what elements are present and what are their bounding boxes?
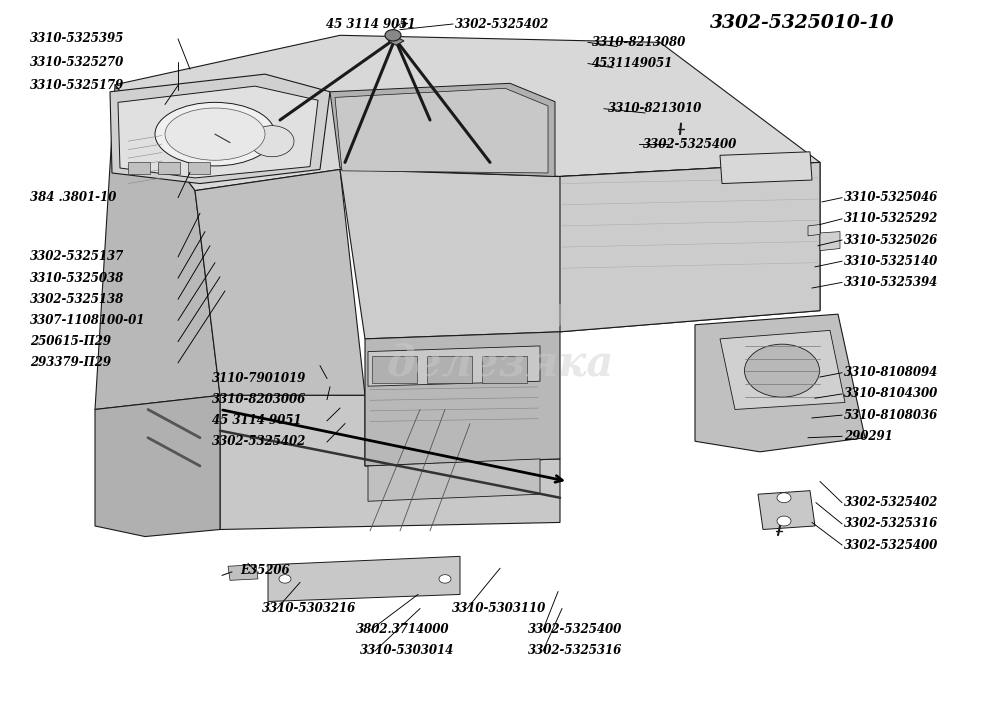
Text: 3310-8213010: 3310-8213010 — [608, 102, 702, 115]
Polygon shape — [368, 346, 540, 386]
Ellipse shape — [155, 102, 275, 166]
Text: 3110-7901019: 3110-7901019 — [212, 372, 306, 385]
Bar — [128, 162, 150, 174]
Polygon shape — [95, 395, 220, 537]
Polygon shape — [110, 74, 330, 184]
Text: 3310-5325395: 3310-5325395 — [30, 32, 124, 45]
Text: 3310-5303216: 3310-5303216 — [262, 602, 356, 615]
Polygon shape — [695, 314, 865, 452]
Text: 3302-5325316: 3302-5325316 — [844, 517, 938, 530]
Text: 4531149051: 4531149051 — [592, 57, 673, 70]
Circle shape — [250, 126, 294, 157]
Polygon shape — [335, 88, 548, 173]
Polygon shape — [720, 152, 812, 184]
Polygon shape — [220, 395, 560, 530]
Polygon shape — [228, 565, 258, 580]
Polygon shape — [330, 83, 555, 176]
Polygon shape — [118, 86, 318, 178]
Polygon shape — [368, 459, 540, 501]
Polygon shape — [115, 35, 820, 191]
Text: 384 .3801-10: 384 .3801-10 — [30, 191, 116, 204]
Ellipse shape — [165, 108, 265, 160]
Text: 3310-8108094: 3310-8108094 — [844, 366, 938, 379]
Polygon shape — [808, 225, 820, 236]
Text: планета
делезяка: планета делезяка — [386, 294, 614, 384]
Circle shape — [385, 30, 401, 41]
Polygon shape — [268, 556, 460, 602]
Text: 3310-5325179: 3310-5325179 — [30, 79, 124, 92]
Text: 293379-П29: 293379-П29 — [30, 357, 111, 369]
Text: 3802.3714000: 3802.3714000 — [356, 623, 450, 636]
Polygon shape — [95, 85, 220, 409]
Text: 3302-5325402: 3302-5325402 — [212, 436, 306, 448]
Text: 45 3114 9051: 45 3114 9051 — [326, 18, 416, 30]
Text: 45 3114 9051: 45 3114 9051 — [212, 414, 302, 427]
Polygon shape — [195, 169, 365, 395]
Text: 5310-8108036: 5310-8108036 — [844, 409, 938, 421]
Text: 3310-5325046: 3310-5325046 — [844, 191, 938, 204]
Ellipse shape — [744, 345, 820, 397]
Circle shape — [777, 516, 791, 526]
Text: 3302-5325316: 3302-5325316 — [528, 645, 622, 657]
Text: 3302-5325402: 3302-5325402 — [844, 496, 938, 509]
Text: 3302-5325137: 3302-5325137 — [30, 251, 124, 263]
Polygon shape — [820, 232, 840, 251]
Text: 250615-П29: 250615-П29 — [30, 335, 111, 348]
Bar — [372, 356, 417, 383]
Text: 3310-5325026: 3310-5325026 — [844, 234, 938, 246]
Polygon shape — [758, 491, 815, 530]
Text: 3310-5303110: 3310-5303110 — [452, 602, 546, 615]
Text: 3302-5325010-10: 3302-5325010-10 — [710, 13, 895, 32]
Text: 3307-1108100-01: 3307-1108100-01 — [30, 314, 145, 327]
Text: 3310-8213080: 3310-8213080 — [592, 36, 686, 49]
Circle shape — [777, 493, 791, 503]
Text: 3310-8104300: 3310-8104300 — [844, 388, 938, 400]
Text: 3310-5325038: 3310-5325038 — [30, 272, 124, 285]
Text: 3310-5325270: 3310-5325270 — [30, 56, 124, 68]
Polygon shape — [340, 162, 820, 339]
Text: 3302-5325400: 3302-5325400 — [643, 138, 737, 150]
Polygon shape — [365, 332, 560, 466]
Text: 290291: 290291 — [844, 430, 893, 443]
Text: 3310-5325140: 3310-5325140 — [844, 255, 938, 268]
Circle shape — [279, 575, 291, 583]
Text: 3310-5325394: 3310-5325394 — [844, 276, 938, 289]
Text: 3302-5325400: 3302-5325400 — [844, 539, 938, 551]
Circle shape — [439, 575, 451, 583]
Bar — [427, 356, 472, 383]
Polygon shape — [560, 162, 820, 332]
Text: 3310-5303014: 3310-5303014 — [360, 645, 454, 657]
Text: E35206: E35206 — [240, 564, 290, 577]
Polygon shape — [720, 330, 845, 409]
Polygon shape — [388, 37, 404, 45]
Text: 3302-5325138: 3302-5325138 — [30, 293, 124, 306]
Bar — [482, 356, 527, 383]
Text: 3110-5325292: 3110-5325292 — [844, 213, 938, 225]
Bar — [188, 162, 210, 174]
Text: 3310-8203006: 3310-8203006 — [212, 393, 306, 406]
Text: 3302-5325402: 3302-5325402 — [455, 18, 549, 30]
Bar — [158, 162, 180, 174]
Text: 3302-5325400: 3302-5325400 — [528, 623, 622, 636]
